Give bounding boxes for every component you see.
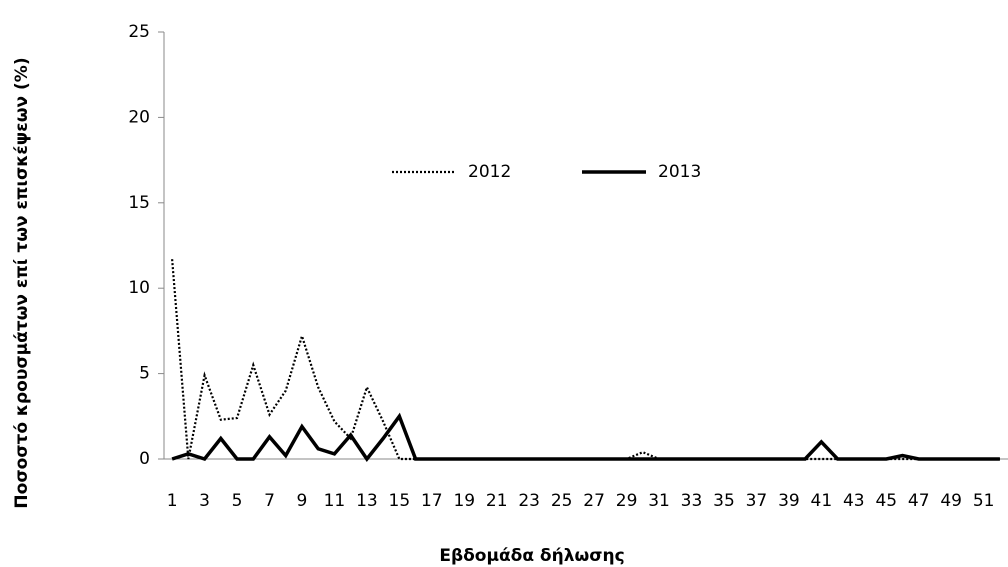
- x-tick-label: 51: [973, 491, 995, 511]
- data-line: [171, 259, 1000, 461]
- x-tick-label: 47: [908, 491, 930, 511]
- x-tick-label: 5: [232, 491, 243, 511]
- x-tick-label: 31: [648, 491, 670, 511]
- data-line: [171, 412, 1000, 462]
- x-tick-label: 45: [875, 491, 897, 511]
- x-tick-label: 41: [811, 491, 833, 511]
- x-tick-label: 39: [778, 491, 800, 511]
- x-tick-label: 21: [486, 491, 508, 511]
- x-tick-label: 17: [421, 491, 443, 511]
- y-tick-label: 0: [139, 449, 150, 469]
- x-axis-title: Εβδομάδα δήλωσης: [439, 546, 624, 566]
- x-tick-label: 3: [199, 491, 210, 511]
- legend-label: 2013: [658, 162, 701, 182]
- x-tick-label: 19: [453, 491, 475, 511]
- x-tick-label: 37: [746, 491, 768, 511]
- x-tick-label: 23: [518, 491, 540, 511]
- x-tick-label: 49: [940, 491, 962, 511]
- legend-label: 2012: [468, 162, 511, 182]
- x-tick-label: 9: [297, 491, 308, 511]
- x-tick-label: 7: [264, 491, 275, 511]
- y-tick-label: 15: [128, 193, 150, 213]
- x-tick-label: 11: [324, 491, 346, 511]
- x-tick-label: 25: [551, 491, 573, 511]
- x-tick-label: 27: [583, 491, 605, 511]
- y-tick-label: 5: [139, 364, 150, 384]
- x-tick-label: 33: [681, 491, 703, 511]
- x-tick-label: 15: [389, 491, 411, 511]
- y-axis-title: Ποσοστό κρουσμάτων επί των επισκέψεων (%…: [12, 57, 32, 508]
- x-tick-label: 13: [356, 491, 378, 511]
- x-tick-label: 35: [713, 491, 735, 511]
- y-tick-label: 25: [128, 22, 150, 42]
- x-tick-label: 29: [616, 491, 638, 511]
- y-tick-label: 20: [128, 107, 150, 127]
- x-tick-label: 1: [167, 491, 178, 511]
- y-tick-label: 10: [128, 278, 150, 298]
- x-tick-label: 43: [843, 491, 865, 511]
